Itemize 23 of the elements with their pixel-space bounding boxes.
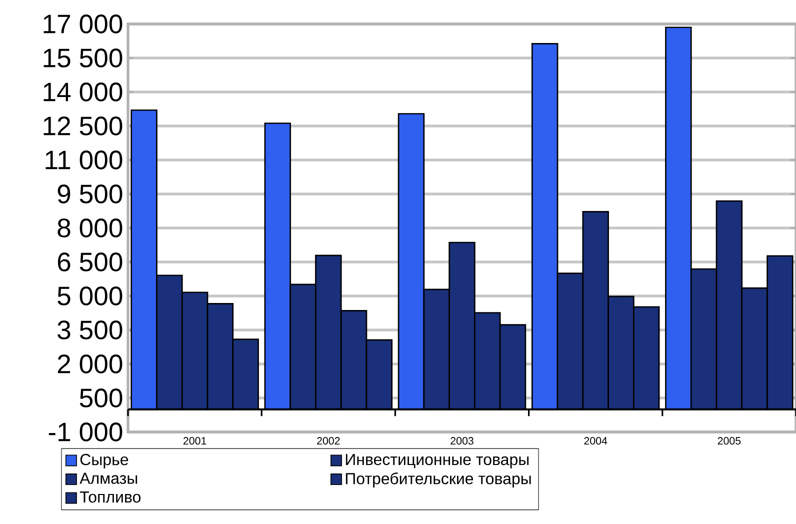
y-tick-label: 11 000 [46, 150, 122, 170]
y-tick-label: 14 000 [44, 82, 122, 102]
legend-label: Инвестиционные товары [346, 454, 529, 468]
x-tick-label: 2003 [450, 437, 474, 445]
y-tick-label: 15 500 [44, 48, 122, 68]
legend-label: Потребительские товары [346, 472, 531, 488]
x-tick-label: 2005 [718, 437, 741, 445]
x-tick-label: 2001 [183, 437, 206, 445]
legend-label: Топливо [80, 491, 141, 503]
y-tick-label: 5 000 [58, 286, 122, 306]
y-tick-label: 12 500 [44, 116, 122, 136]
x-tick-label: 2004 [584, 437, 608, 445]
y-tick-label: 2 000 [58, 354, 122, 374]
y-tick-label: 500 [80, 388, 122, 408]
y-tick-label: 17 000 [44, 14, 122, 34]
y-tick-label: 8 000 [58, 218, 122, 238]
y-tick-label: 3 500 [58, 320, 122, 340]
y-tick-label: 6 500 [58, 252, 122, 272]
legend-label: Сырье [80, 454, 128, 468]
legend-label: Алмазы [80, 472, 138, 484]
y-tick-label: -1 000 [48, 422, 122, 442]
y-tick-label: 9 500 [58, 184, 122, 204]
x-tick-label: 2002 [317, 437, 340, 445]
